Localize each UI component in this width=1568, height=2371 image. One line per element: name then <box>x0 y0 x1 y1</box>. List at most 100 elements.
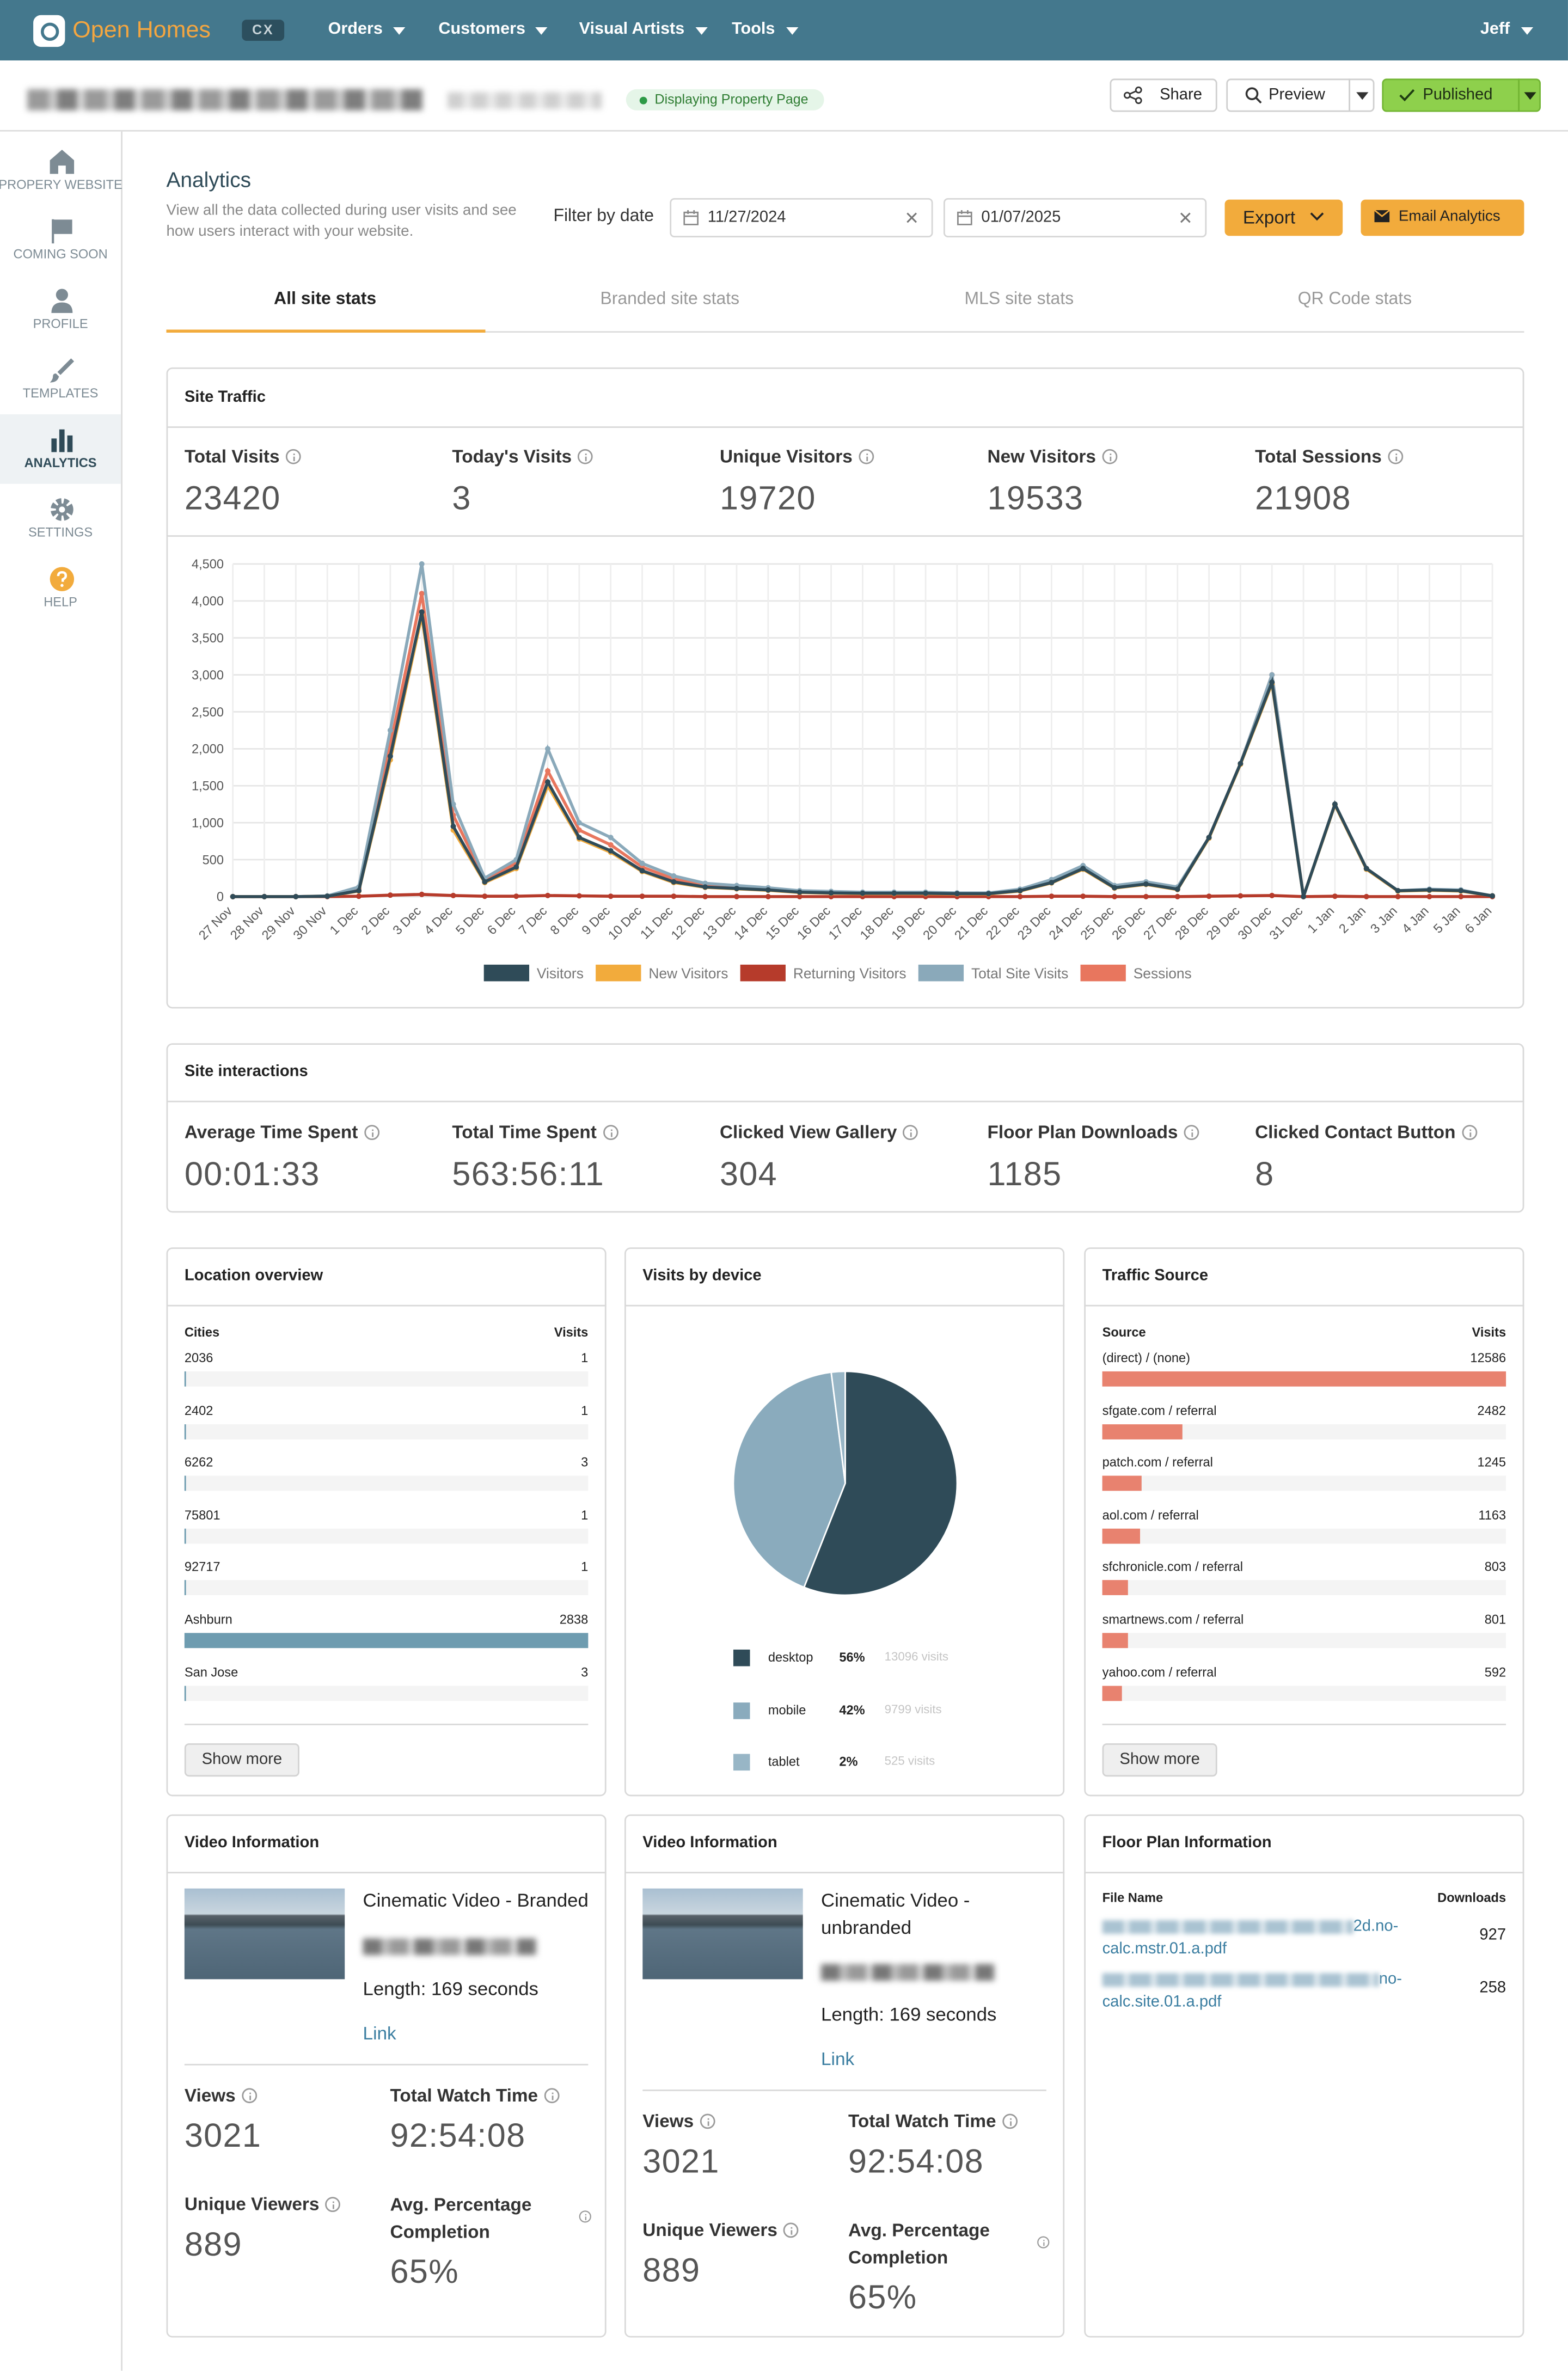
series-point <box>1395 888 1401 893</box>
x-tick-label: 18 Dec <box>857 904 896 942</box>
row-label: 6262 <box>185 1455 213 1470</box>
series-point <box>419 609 425 615</box>
sidebar-item[interactable]: ANALYTICS <box>24 455 97 470</box>
stat-value: 21908 <box>1255 479 1351 519</box>
divider <box>642 2090 1046 2091</box>
stat-value: 889 <box>642 2251 700 2291</box>
stat-value: 3021 <box>642 2142 720 2182</box>
stat-label: Views <box>185 2085 236 2106</box>
row-value: 801 <box>1485 1612 1506 1627</box>
email-label: Email Analytics <box>1399 209 1500 226</box>
legend-label: Returning Visitors <box>793 965 906 982</box>
series-point <box>797 890 803 895</box>
series-point <box>451 824 456 829</box>
series-point <box>388 892 393 898</box>
line-chart: 05001,0001,5002,0002,5003,0003,5004,0004… <box>166 537 1524 1008</box>
series-point <box>419 591 425 596</box>
info-icon <box>578 449 593 464</box>
tab[interactable]: QR Code stats <box>1298 291 1412 311</box>
video-link[interactable]: Link <box>363 2023 396 2044</box>
series-point <box>1490 893 1495 899</box>
x-tick-label: 12 Dec <box>669 904 707 942</box>
series-point <box>1332 893 1338 899</box>
sidebar-icon <box>47 286 77 316</box>
x-tick-label: 5 Jan <box>1431 904 1463 936</box>
info-icon <box>544 2088 560 2103</box>
stat-value: 1185 <box>988 1155 1062 1194</box>
row-value: 1 <box>581 1507 588 1522</box>
row-value: 2838 <box>560 1612 589 1627</box>
legend-label: tablet <box>768 1754 800 1769</box>
row-value: 3 <box>581 1455 588 1470</box>
nav-menu-item[interactable]: Tools <box>732 20 775 40</box>
series-point <box>545 768 550 774</box>
series-point <box>734 894 739 899</box>
sidebar-item[interactable]: PROPERY WEBSITE <box>0 177 122 192</box>
stat-label: Unique Visitors <box>720 446 853 468</box>
file-name[interactable]: no-calc.site.01.a.pdf <box>1102 1969 1412 2013</box>
caret <box>786 27 798 35</box>
caret <box>393 27 405 35</box>
info-icon <box>700 2114 715 2129</box>
x-tick-label: 2 Jan <box>1337 904 1369 936</box>
clear-icon <box>1179 212 1191 224</box>
stat-label: Today's Visits <box>452 446 572 468</box>
series-point <box>1458 888 1463 893</box>
y-tick-label: 3,000 <box>192 669 224 683</box>
row-value: 1245 <box>1478 1455 1506 1470</box>
divider <box>1084 1305 1524 1307</box>
series-point <box>513 893 519 899</box>
bar-track <box>1102 1476 1506 1491</box>
row-value: 1163 <box>1478 1507 1506 1522</box>
sidebar-item[interactable]: PROFILE <box>33 316 88 331</box>
sidebar-item[interactable]: SETTINGS <box>28 524 93 540</box>
video-length: Length: 169 seconds <box>363 1978 538 2001</box>
sidebar-item[interactable]: TEMPLATES <box>23 385 99 401</box>
info-icon <box>286 449 301 464</box>
legend-label: Total Site Visits <box>971 965 1068 982</box>
series-point <box>577 820 582 825</box>
stat-value: 92:54:08 <box>848 2142 984 2182</box>
series-point <box>419 561 425 567</box>
sidebar-item[interactable]: HELP <box>44 594 77 609</box>
x-tick-label: 17 Dec <box>826 904 865 942</box>
tab[interactable]: MLS site stats <box>965 291 1074 311</box>
series-point <box>451 893 456 898</box>
bar <box>1102 1580 1128 1596</box>
stat-value: 65% <box>390 2252 459 2292</box>
bar-track <box>1102 1580 1506 1596</box>
series-point <box>1175 886 1180 892</box>
blurred-text <box>1102 1972 1379 1986</box>
video-link[interactable]: Link <box>821 2049 854 2070</box>
nav-menu-item[interactable]: Visual Artists <box>579 20 685 40</box>
row-value: 1 <box>581 1350 588 1365</box>
nav-menu-item[interactable]: Orders <box>328 20 383 40</box>
pie-chart <box>624 1307 1064 1639</box>
tab[interactable]: All site stats <box>274 291 376 311</box>
x-tick-label: 30 Dec <box>1235 904 1274 942</box>
stat-label: Views <box>642 2110 694 2132</box>
bar-track <box>185 1371 589 1387</box>
brand: Open Homes <box>72 17 211 45</box>
divider <box>166 1101 1524 1102</box>
series-point <box>1458 894 1463 899</box>
nav-menu-item[interactable]: Customers <box>438 20 525 40</box>
y-tick-label: 4,500 <box>192 557 224 572</box>
file-name[interactable]: 2d.no-calc.mstr.01.a.pdf <box>1102 1916 1412 1960</box>
sidebar-item[interactable]: COMING SOON <box>14 246 108 261</box>
search-icon <box>1245 86 1263 104</box>
bar-track <box>185 1685 589 1700</box>
caret <box>1521 27 1533 35</box>
series-point <box>1018 894 1023 899</box>
series-point <box>986 891 991 896</box>
row-label: yahoo.com / referral <box>1102 1664 1217 1679</box>
legend-swatch <box>596 965 641 982</box>
tab[interactable]: Branded site stats <box>600 291 739 311</box>
user-menu[interactable]: Jeff <box>1480 20 1510 40</box>
calendar-icon <box>683 210 699 225</box>
row-label: smartnews.com / referral <box>1102 1612 1244 1627</box>
x-tick-label: 2 Dec <box>359 904 393 938</box>
stat-label: Floor Plan Downloads <box>988 1122 1178 1143</box>
video-name: Cinematic Video - unbranded <box>821 1889 1060 1941</box>
series-point <box>671 873 676 879</box>
